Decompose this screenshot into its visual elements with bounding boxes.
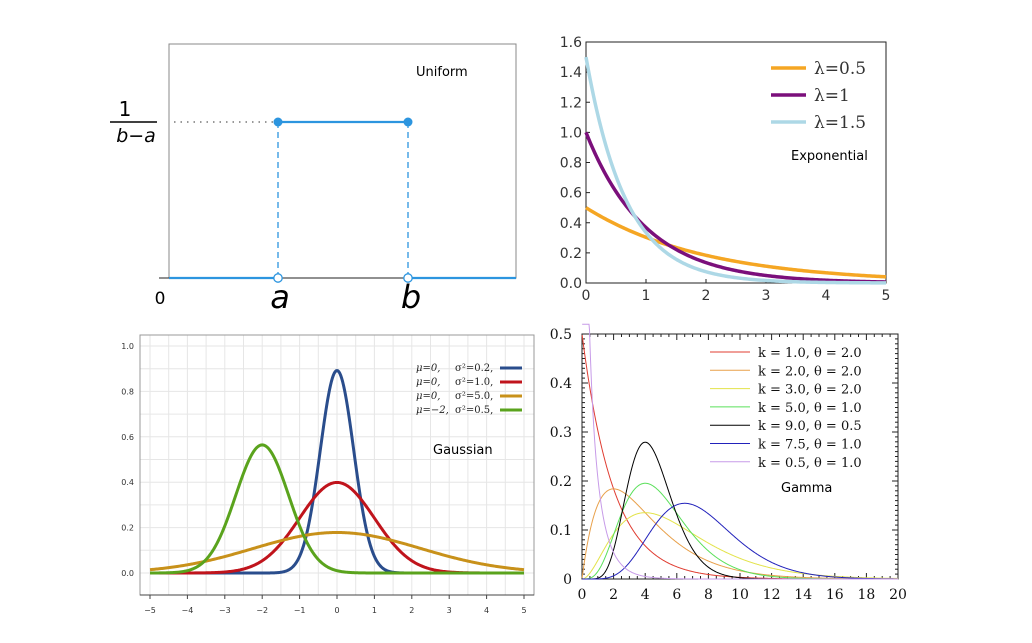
uniform-y-label-denominator: b−a bbox=[116, 125, 156, 147]
exponential-y-tick-label: 0.2 bbox=[560, 246, 582, 262]
gaussian-y-tick-label: 1.0 bbox=[121, 342, 134, 351]
gaussian-chart: −5 −4 −3 −2 −1 0 1 2 3 4 5 0.0 0.2 0.4 0.6 0.8 1.0 Gauss… bbox=[121, 334, 535, 615]
exponential-y-tick-label: 0.6 bbox=[560, 186, 582, 202]
gamma-x-tick-label: 20 bbox=[889, 587, 907, 603]
exponential-series-line bbox=[584, 56, 887, 285]
gamma-x-tick-label: 0 bbox=[578, 587, 587, 603]
gaussian-x-tick-label: 5 bbox=[521, 606, 526, 615]
exponential-series-line bbox=[585, 206, 887, 279]
exponential-y-tick-label: 0.4 bbox=[560, 216, 582, 232]
gamma-legend-label: k = 2.0, θ = 2.0 bbox=[758, 364, 862, 379]
gaussian-y-tick-label: 0.2 bbox=[121, 524, 134, 533]
gaussian-y-tick-label: 0.0 bbox=[121, 569, 134, 578]
gaussian-legend-var: σ²=5.0, bbox=[455, 391, 493, 402]
gamma-series-line bbox=[582, 512, 898, 580]
gamma-legend-label: k = 9.0, θ = 0.5 bbox=[758, 419, 862, 434]
uniform-point-b-closed bbox=[403, 117, 413, 127]
exponential-x-tick-label: 2 bbox=[702, 288, 711, 304]
gaussian-x-tick-label: 3 bbox=[447, 606, 452, 615]
gaussian-series-line bbox=[149, 443, 525, 575]
uniform-origin-label: 0 bbox=[155, 289, 166, 309]
gaussian-y-tick-label: 0.4 bbox=[121, 478, 134, 487]
exponential-title: Exponential bbox=[791, 149, 868, 164]
gaussian-y-tick-label: 0.8 bbox=[121, 387, 134, 396]
gamma-y-tick-label: 0.2 bbox=[550, 474, 572, 490]
gamma-legend: k = 1.0, θ = 2.0 k = 2.0, θ = 2.0 k = 3.0,… bbox=[710, 346, 862, 471]
gaussian-x-tick-label: 4 bbox=[484, 606, 489, 615]
gaussian-x-tick-label: −5 bbox=[144, 606, 156, 615]
gamma-legend-label: k = 5.0, θ = 1.0 bbox=[758, 401, 862, 416]
gamma-title: Gamma bbox=[781, 481, 832, 496]
gamma-y-tick-label: 0 bbox=[563, 572, 572, 588]
exponential-y-tick-label: 1.4 bbox=[560, 65, 582, 81]
gaussian-x-tick-label: 2 bbox=[409, 606, 414, 615]
gamma-x-tick-label: 12 bbox=[763, 587, 781, 603]
exponential-y-tick-label: 1.2 bbox=[560, 95, 582, 111]
exponential-y-tick-label: 0.8 bbox=[560, 156, 582, 172]
gaussian-legend-mu: μ=0, bbox=[416, 391, 440, 402]
gamma-x-tick-label: 10 bbox=[731, 587, 749, 603]
exponential-x-tick-label: 3 bbox=[762, 288, 771, 304]
gamma-x-tick-label: 8 bbox=[704, 587, 713, 603]
gaussian-legend-var: σ²=0.5, bbox=[455, 405, 493, 416]
gamma-x-tick-label: 18 bbox=[857, 587, 875, 603]
uniform-chart: Uniform 1 b−a 0 a b bbox=[110, 43, 517, 316]
gaussian-x-tick-label: −1 bbox=[294, 606, 306, 615]
gaussian-x-tick-label: −2 bbox=[256, 606, 268, 615]
exponential-legend: λ=0.5 λ=1 λ=1.5 bbox=[771, 59, 866, 133]
gamma-x-tick-label: 6 bbox=[672, 587, 681, 603]
gaussian-title: Gaussian bbox=[433, 443, 493, 458]
uniform-title: Uniform bbox=[416, 65, 468, 80]
gamma-series-line bbox=[582, 502, 899, 580]
gaussian-x-tick-label: 0 bbox=[334, 606, 339, 615]
gamma-legend-label: k = 0.5, θ = 1.0 bbox=[758, 456, 862, 471]
gaussian-x-tick-label: −3 bbox=[219, 606, 231, 615]
gaussian-legend-var: σ²=1.0, bbox=[455, 377, 493, 388]
gaussian-legend-mu: μ=0, bbox=[416, 363, 440, 374]
gamma-x-tick-label: 14 bbox=[794, 587, 812, 603]
gamma-series-line bbox=[581, 488, 898, 580]
exponential-y-tick-label: 0.0 bbox=[560, 276, 582, 292]
gamma-y-tick-label: 0.3 bbox=[550, 425, 572, 441]
gamma-series-line bbox=[582, 323, 898, 580]
exponential-legend-label: λ=1.5 bbox=[814, 113, 866, 133]
uniform-point-a-closed bbox=[273, 117, 283, 127]
gamma-legend-label: k = 3.0, θ = 2.0 bbox=[758, 383, 862, 398]
uniform-point-b-open bbox=[403, 273, 413, 283]
exponential-y-tick-label: 1.6 bbox=[560, 35, 582, 51]
gamma-y-tick-label: 0.4 bbox=[550, 376, 572, 392]
gamma-legend-label: k = 7.5, θ = 1.0 bbox=[758, 438, 862, 453]
gamma-legend-label: k = 1.0, θ = 2.0 bbox=[758, 346, 862, 361]
exponential-x-tick-label: 0 bbox=[582, 288, 591, 304]
exponential-legend-label: λ=0.5 bbox=[814, 59, 866, 79]
uniform-point-a-open bbox=[273, 273, 283, 283]
exponential-legend-label: λ=1 bbox=[814, 86, 850, 106]
gaussian-series-line bbox=[149, 531, 525, 572]
exponential-chart: 0 1 2 3 4 5 0.0 0.2 0.4 0.6 0.8 1.0 1.2 1.4 1.6 Expone… bbox=[560, 35, 891, 304]
exponential-y-tick-label: 1.0 bbox=[560, 125, 582, 141]
gamma-x-tick-label: 16 bbox=[826, 587, 844, 603]
gaussian-legend-mu: μ=−2, bbox=[416, 405, 449, 416]
gamma-x-tick-label: 2 bbox=[609, 587, 618, 603]
gaussian-x-tick-label: 1 bbox=[372, 606, 377, 615]
uniform-a-label: a bbox=[270, 278, 290, 316]
exponential-x-tick-label: 4 bbox=[822, 288, 831, 304]
uniform-b-label: b bbox=[401, 278, 421, 316]
gaussian-legend-var: σ²=0.2, bbox=[455, 363, 493, 374]
gaussian-x-tick-label: −4 bbox=[182, 606, 194, 615]
gaussian-legend-mu: μ=0, bbox=[416, 377, 440, 388]
gamma-y-tick-label: 0.1 bbox=[550, 523, 572, 539]
uniform-y-label-numerator: 1 bbox=[119, 97, 132, 121]
gamma-y-tick-label: 0.5 bbox=[550, 327, 572, 343]
exponential-x-tick-label: 1 bbox=[642, 288, 651, 304]
gamma-x-tick-label: 4 bbox=[641, 587, 650, 603]
exponential-x-tick-label: 5 bbox=[882, 288, 891, 304]
gaussian-legend: μ=0, σ²=0.2, μ=0, σ²=1.0, μ=0, σ²=5.0, μ=−2, σ²… bbox=[416, 363, 522, 416]
gaussian-y-tick-label: 0.6 bbox=[121, 433, 134, 442]
